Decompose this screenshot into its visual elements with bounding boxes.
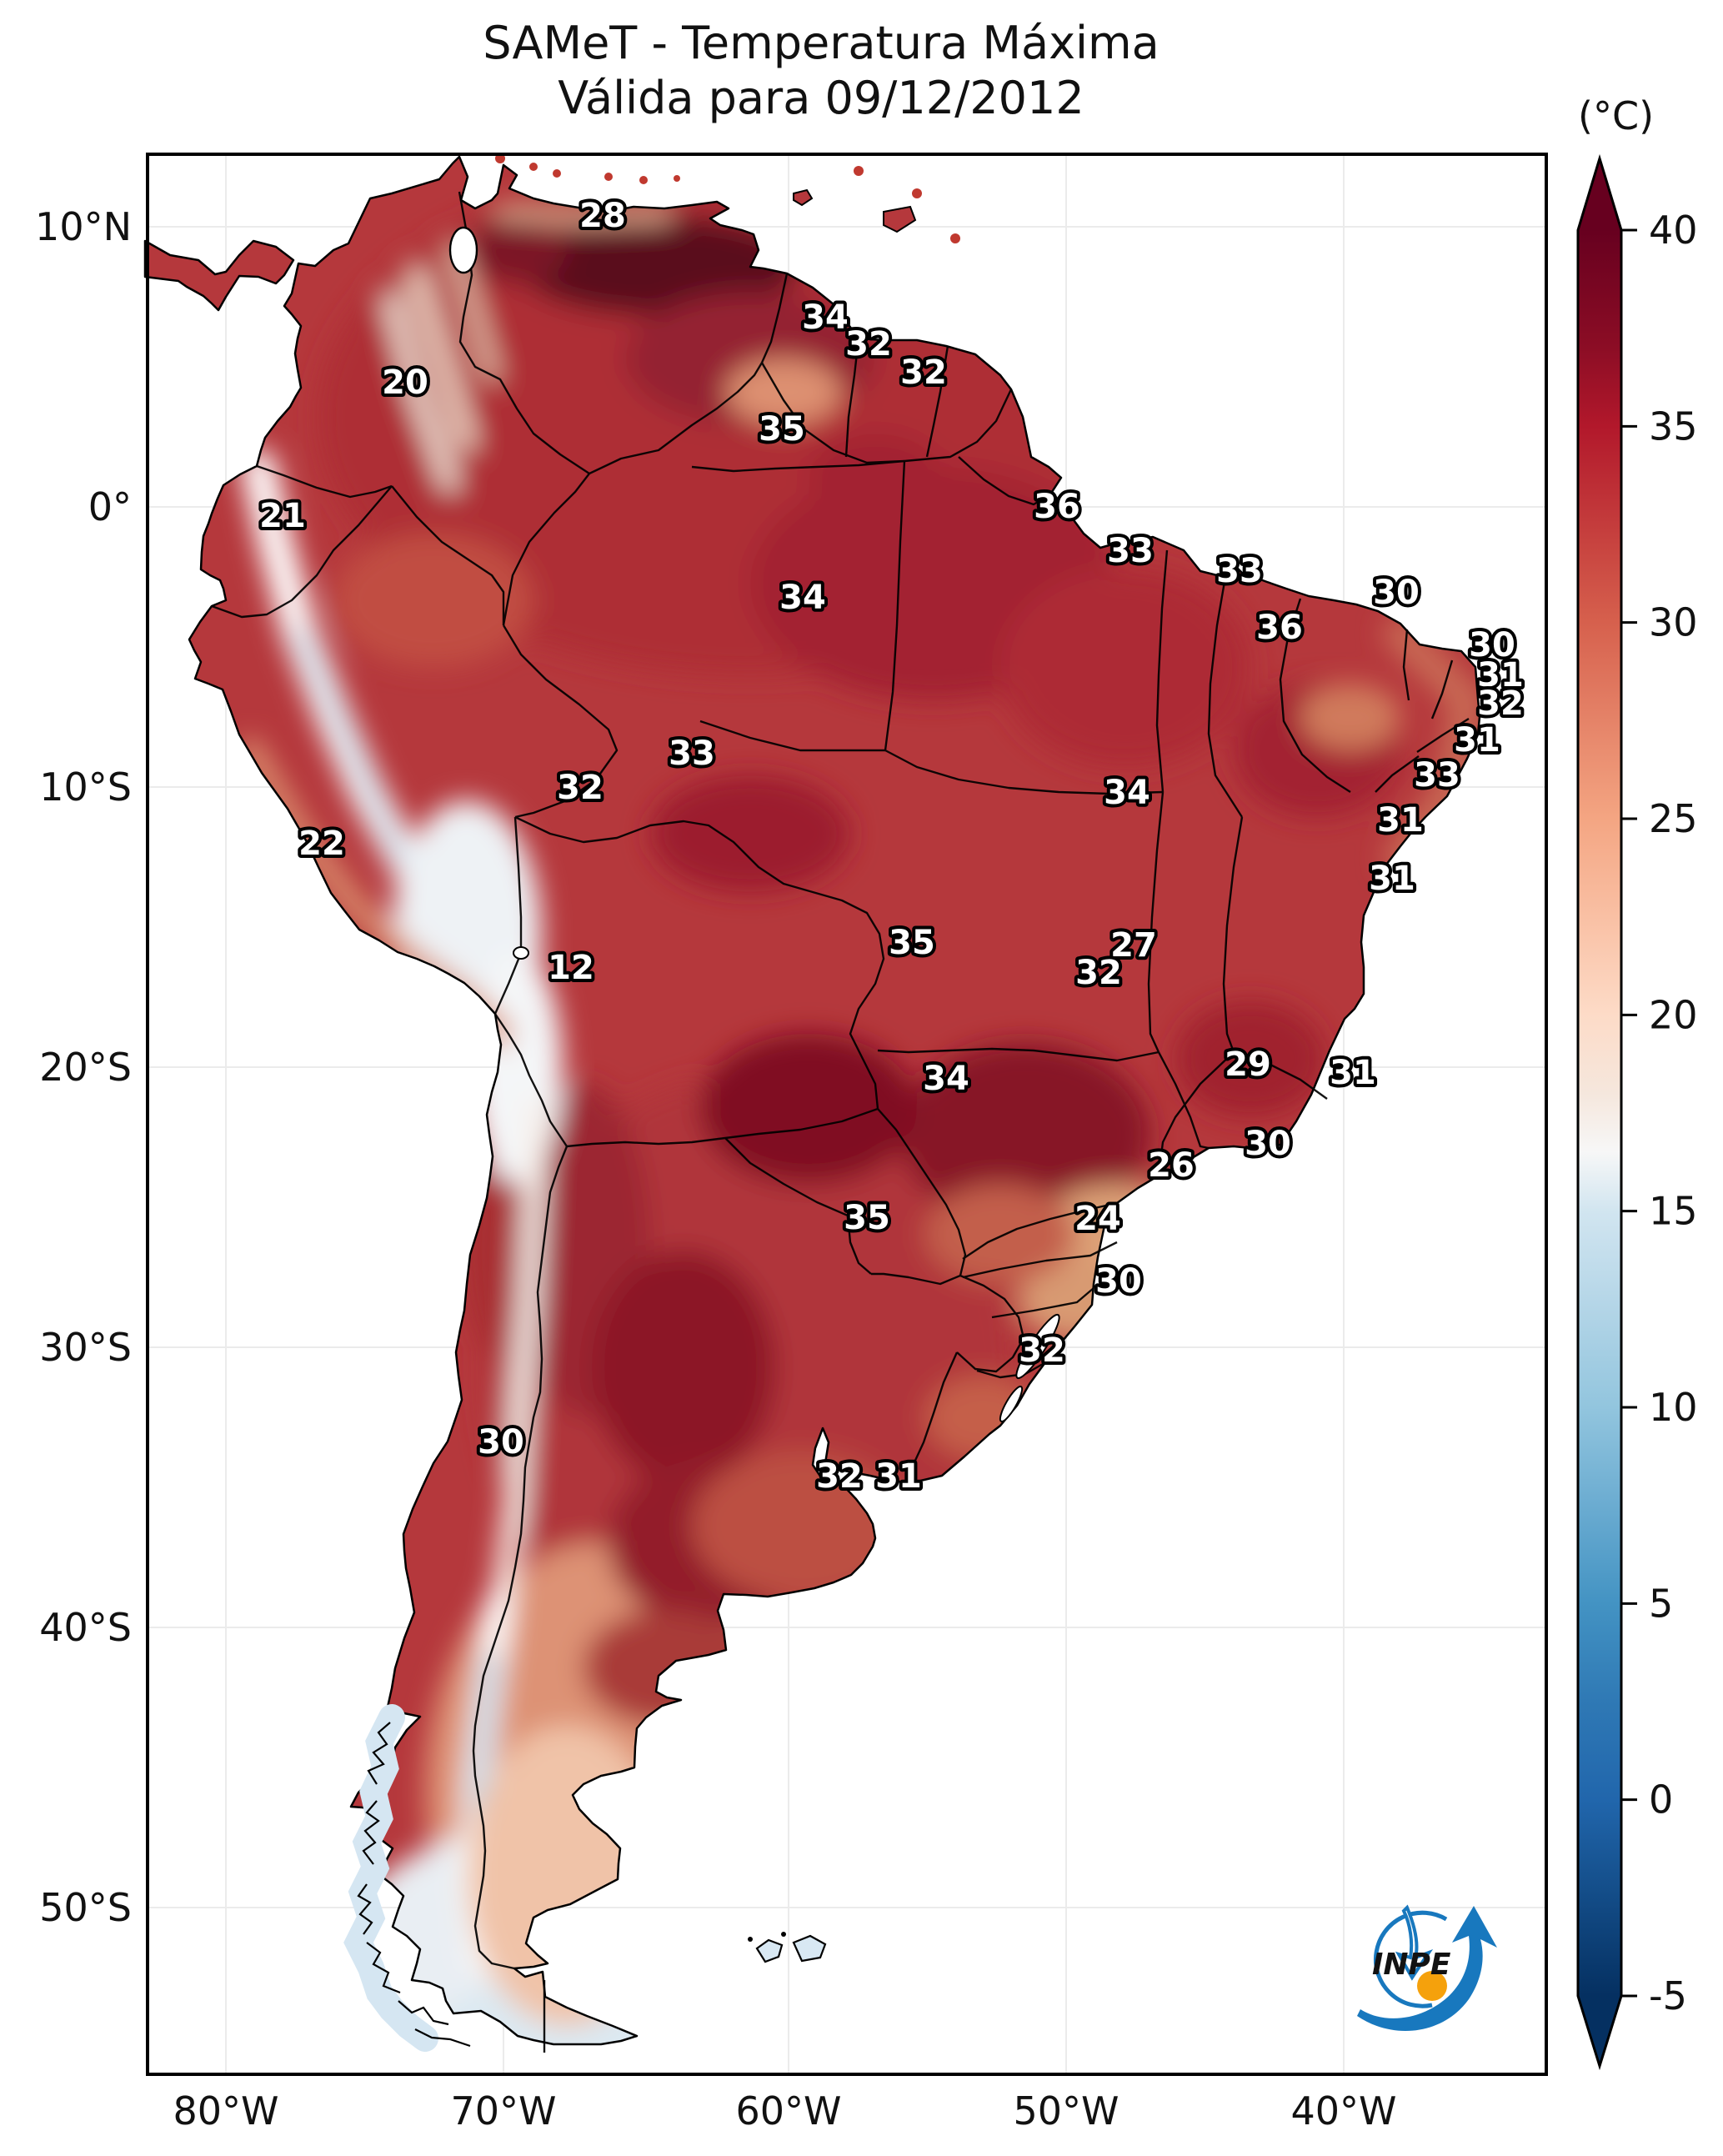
temperature-value-label: 32	[1477, 684, 1524, 723]
temperature-value-label: 31	[1377, 801, 1424, 840]
temperature-value-label: 32	[900, 353, 947, 392]
colorbar-tick-label: 40	[1649, 208, 1698, 253]
colorbar-tick-label: 10	[1649, 1385, 1698, 1430]
latitude-axis: 10°N 0° 10°S 20°S 30°S 40°S 50°S	[35, 204, 132, 1930]
lat-tick-label: 0°	[88, 484, 132, 529]
temperature-value-label: 30	[1095, 1262, 1142, 1301]
temperature-value-label: 36	[1256, 609, 1303, 647]
islands	[495, 153, 960, 1963]
temperature-value-label: 33	[1216, 552, 1263, 590]
lat-tick-label: 30°S	[39, 1325, 132, 1370]
lat-tick-label: 40°S	[39, 1605, 132, 1650]
temperature-value-label: 30	[1373, 574, 1420, 612]
inpe-logo: INPE	[1357, 1904, 1497, 2032]
temperature-field	[145, 157, 1480, 2044]
temperature-value-label: 34	[802, 298, 849, 337]
logo-orange-dot-icon	[1417, 1971, 1447, 2001]
temperature-value-label: 12	[548, 949, 594, 987]
lat-tick-label: 20°S	[39, 1045, 132, 1090]
temperature-value-label: 30	[1469, 626, 1515, 664]
temperature-value-label: 34	[923, 1060, 969, 1098]
colorbar-tick-label: 5	[1649, 1581, 1673, 1626]
lakes	[448, 226, 1060, 1422]
lon-tick-label: 80°W	[173, 2088, 278, 2133]
colorbar: (°C) 40 35 30 25 20 15 10 5 0 -5	[1576, 93, 1698, 2071]
lon-tick-label: 70°W	[450, 2088, 556, 2133]
temperature-value-label: 32	[557, 769, 604, 807]
temperature-value-label: 22	[298, 825, 345, 863]
colorbar-gradient-bar	[1576, 153, 1623, 2071]
temperature-value-label: 30	[1245, 1125, 1291, 1163]
temperature-value-label: 20	[382, 364, 428, 402]
temperature-value-label: 31	[875, 1457, 922, 1496]
temperature-value-label: 33	[669, 735, 715, 773]
temperature-value-label: 35	[759, 410, 805, 449]
temperature-value-label: 31	[1477, 656, 1524, 694]
lat-tick-label: 50°S	[39, 1885, 132, 1930]
temperature-value-label: 32	[816, 1457, 863, 1496]
logo-down-arrow-icon	[1395, 1904, 1434, 1981]
coastline	[143, 155, 1481, 2046]
colorbar-tick-label: 35	[1649, 404, 1698, 449]
figure-subtitle: Válida para 09/12/2012	[558, 72, 1084, 124]
temperature-value-label: 35	[889, 924, 935, 962]
colorbar-ticks: 40 35 30 25 20 15 10 5 0 -5	[1621, 208, 1698, 2018]
logo-text: INPE	[1372, 1948, 1451, 1982]
logo-swirl-circle-icon	[1373, 1910, 1448, 2008]
map-frame	[146, 153, 1548, 2076]
lon-tick-label: 60°W	[735, 2088, 841, 2133]
temperature-value-label: 34	[779, 579, 826, 617]
temperature-value-label: 32	[1075, 954, 1122, 992]
falkland-islands	[755, 1938, 784, 1963]
temperature-value-label: 33	[1414, 756, 1460, 795]
temperature-value-label: 32	[845, 325, 892, 364]
temperature-value-label: 35	[844, 1199, 890, 1237]
temperature-value-label: 29	[1225, 1045, 1271, 1084]
colorbar-unit-label: (°C)	[1578, 93, 1654, 138]
lon-tick-label: 40°W	[1290, 2088, 1396, 2133]
logo-swoosh-arrow-icon	[1357, 1906, 1497, 2032]
colorbar-tick-label: 20	[1649, 992, 1698, 1037]
lat-tick-label: 10°N	[35, 204, 132, 249]
temperature-value-label: 21	[259, 497, 306, 535]
fjord-islands	[343, 1704, 471, 2052]
colorbar-tick-label: 0	[1649, 1777, 1673, 1823]
temperature-value-label: 36	[1034, 488, 1080, 526]
temperature-value-label: 26	[1148, 1146, 1195, 1185]
colorbar-tick-label: 15	[1649, 1189, 1698, 1234]
longitude-axis: 80°W 70°W 60°W 50°W 40°W	[173, 2088, 1396, 2133]
colorbar-tick-label: -5	[1649, 1973, 1687, 2018]
temperature-value-label: 32	[1019, 1331, 1065, 1370]
political-borders	[211, 191, 1470, 2053]
temperature-value-label: 31	[1330, 1054, 1376, 1092]
figure-title: SAMeT - Temperatura Máxima	[483, 17, 1159, 69]
temperature-value-label: 24	[1074, 1200, 1121, 1238]
temperature-value-label: 27	[1110, 926, 1157, 965]
lat-tick-label: 10°S	[39, 765, 132, 810]
temperature-value-label: 31	[1454, 721, 1500, 760]
temperature-value-label: 34	[1104, 774, 1150, 812]
temperature-value-label: 28	[579, 197, 626, 235]
lon-tick-label: 50°W	[1013, 2088, 1119, 2133]
temperature-value-label: 31	[1369, 860, 1415, 898]
colorbar-tick-label: 25	[1649, 796, 1698, 841]
temperature-value-label: 30	[478, 1423, 524, 1462]
temperature-value-label: 33	[1107, 532, 1154, 570]
colorbar-tick-label: 30	[1649, 600, 1698, 645]
